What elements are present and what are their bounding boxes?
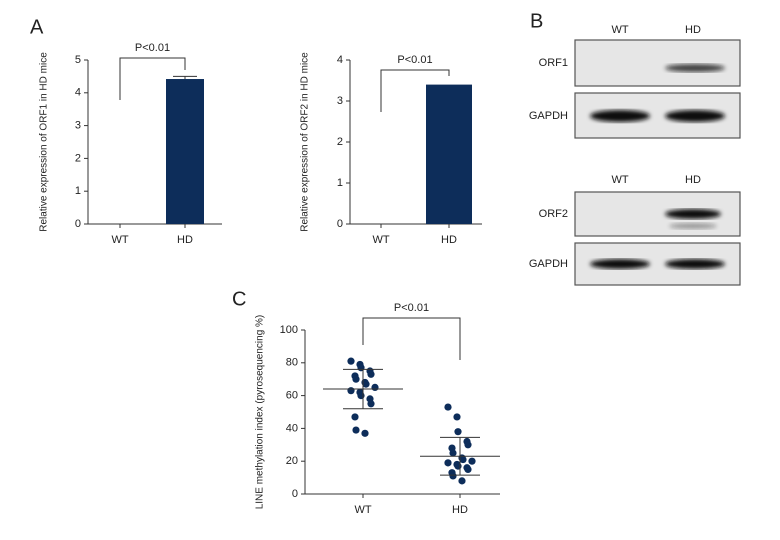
dot — [454, 462, 462, 470]
dot — [352, 426, 360, 434]
x-tick-label: WT — [372, 234, 389, 246]
y-tick-label: 2 — [75, 152, 81, 164]
dot — [453, 413, 461, 421]
dot — [464, 441, 472, 449]
y-axis-label: Relative expression of ORF2 in HD mice — [300, 52, 311, 232]
blot-column: WT — [611, 24, 628, 36]
dot — [458, 477, 466, 485]
x-tick-label: WT — [354, 504, 371, 516]
x-tick-label: WT — [111, 234, 128, 246]
significance-bracket — [119, 57, 186, 100]
y-tick-label: 0 — [337, 218, 343, 230]
blot-row: GAPDH — [529, 258, 568, 270]
annotation: P<0.01 — [394, 302, 429, 314]
y-tick-label: 2 — [337, 136, 343, 148]
dot — [351, 413, 359, 421]
panel-label: B — [530, 10, 543, 32]
annotation: P<0.01 — [135, 42, 170, 54]
y-tick-label: 5 — [75, 54, 81, 66]
y-tick-label: 3 — [75, 120, 81, 132]
dot — [459, 455, 467, 464]
panel-label: A — [30, 16, 44, 38]
band — [665, 110, 725, 122]
x-tick-label: HD — [177, 234, 193, 246]
x-tick-label: HD — [441, 234, 457, 246]
y-axis-label: LINE methylation index (pyrosequencing %… — [255, 315, 266, 510]
x-tick-label: HD — [452, 504, 468, 516]
y-tick-label: 0 — [75, 218, 81, 230]
error-bar — [173, 75, 197, 80]
dot — [464, 465, 472, 473]
blot-column: HD — [685, 24, 701, 36]
dot — [371, 383, 379, 391]
dot — [449, 449, 457, 457]
blot-column: WT — [611, 174, 628, 186]
dot — [454, 428, 462, 436]
y-tick-label: 80 — [286, 357, 298, 369]
dot — [444, 459, 452, 467]
dot — [367, 370, 375, 378]
dot — [357, 392, 365, 400]
significance-bracket — [362, 317, 461, 360]
band — [669, 223, 717, 229]
dot — [347, 387, 355, 395]
dot — [449, 472, 457, 480]
dot — [444, 403, 452, 411]
blot-column: HD — [685, 174, 701, 186]
y-axis-label: Relative expression of ORF1 in HD mice — [39, 52, 50, 232]
dot — [347, 357, 355, 365]
y-tick-label: 1 — [75, 185, 81, 197]
band — [665, 259, 725, 269]
band — [590, 259, 650, 269]
significance-bracket — [380, 69, 450, 112]
y-tick-label: 0 — [292, 488, 298, 500]
band — [665, 64, 725, 72]
y-tick-label: 4 — [337, 54, 343, 66]
dot — [361, 429, 369, 437]
band — [665, 209, 721, 219]
blot-lane — [574, 39, 741, 87]
annotation: P<0.01 — [397, 54, 432, 66]
dot — [468, 457, 476, 465]
blot-row: ORF2 — [539, 208, 568, 220]
dot — [367, 400, 375, 408]
dot — [362, 380, 370, 388]
blot-row: GAPDH — [529, 110, 568, 122]
band — [590, 110, 650, 122]
y-tick-label: 4 — [75, 87, 81, 99]
y-tick-label: 60 — [286, 390, 298, 402]
y-tick-label: 1 — [337, 177, 343, 189]
panel-label: C — [232, 288, 246, 310]
sd-bar — [343, 368, 383, 410]
y-tick-label: 3 — [337, 95, 343, 107]
dot — [357, 364, 365, 372]
blot-row: ORF1 — [539, 57, 568, 69]
bar — [426, 84, 472, 224]
sd-bar — [440, 436, 480, 476]
dot — [352, 375, 360, 383]
bar — [166, 79, 204, 224]
y-tick-label: 20 — [286, 455, 298, 467]
y-tick-label: 40 — [286, 422, 298, 434]
y-tick-label: 100 — [280, 324, 298, 336]
